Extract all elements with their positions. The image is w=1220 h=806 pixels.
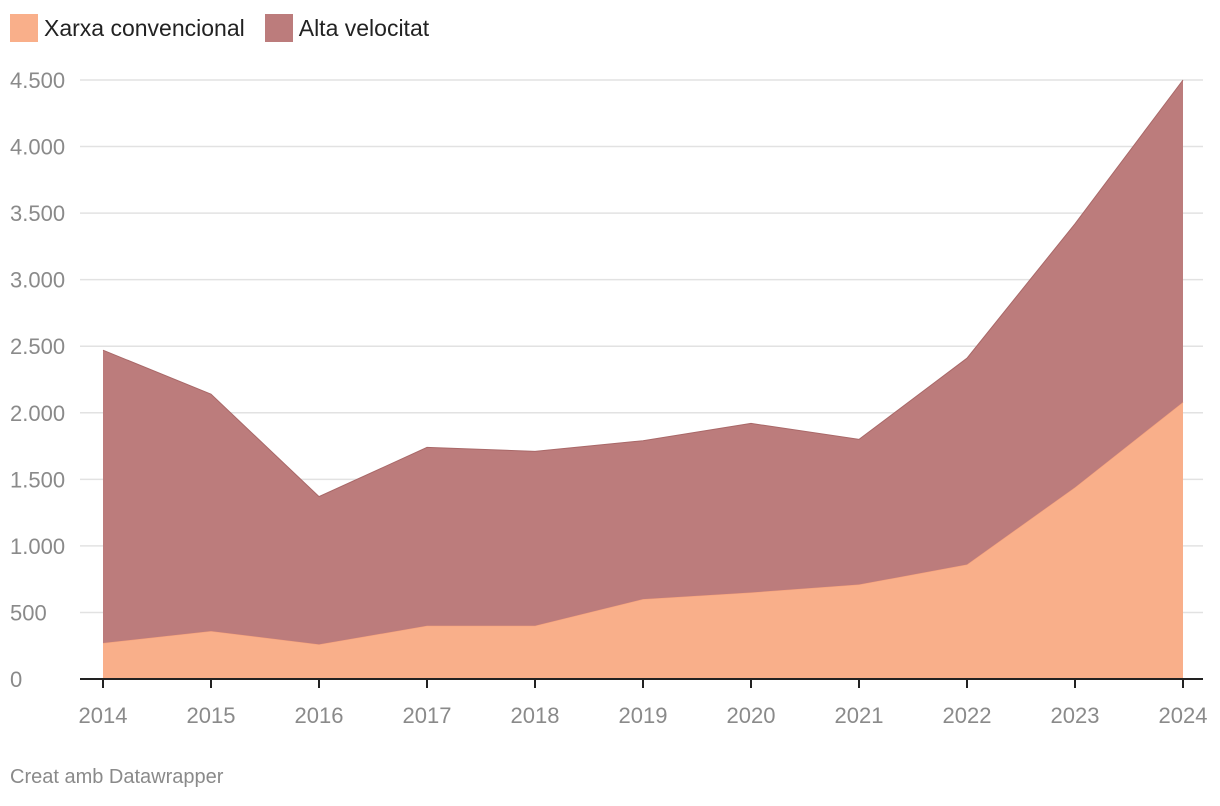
- legend-label-xarxa-convencional: Xarxa convencional: [44, 14, 245, 41]
- x-tick-label: 2014: [79, 703, 128, 728]
- x-tick-label: 2015: [187, 703, 236, 728]
- legend-item-alta-velocitat: Alta velocitat: [264, 14, 430, 42]
- y-tick-label: 1.000: [10, 534, 65, 559]
- x-tick-label: 2017: [403, 703, 452, 728]
- y-tick-label: 1.500: [10, 467, 65, 492]
- area-edge-alta-velocitat: [102, 79, 1184, 498]
- area-xarxa-convencional: [103, 402, 1183, 679]
- legend: Xarxa convencional Alta velocitat: [10, 12, 449, 44]
- legend-swatch-alta-velocitat: [264, 14, 293, 42]
- x-tick-label: 2021: [835, 703, 884, 728]
- y-tick-label: 2.000: [10, 401, 65, 426]
- x-tick-label: 2024: [1159, 703, 1208, 728]
- stacked-area-chart: 0 500 1.000 1.500 2.000 2.500 3.000 3.500 4.000 4…: [10, 68, 1208, 728]
- x-tick-label: 2018: [511, 703, 560, 728]
- y-tick-label: 3.500: [10, 201, 65, 226]
- footer-credit: Creat amb Datawrapper: [10, 766, 224, 788]
- y-tick-label: 4.000: [10, 135, 65, 160]
- y-tick-label: 4.500: [10, 68, 65, 93]
- area-alta-velocitat: [103, 80, 1183, 645]
- legend-swatch-xarxa-convencional: [10, 14, 38, 42]
- axes: [80, 678, 1203, 688]
- area-series: [102, 79, 1184, 679]
- y-axis-labels: 0 500 1.000 1.500 2.000 2.500 3.000 3.500 4.000 4…: [10, 68, 65, 692]
- x-tick-label: 2019: [619, 703, 668, 728]
- legend-label-alta-velocitat: Alta velocitat: [298, 14, 430, 41]
- y-tick-label: 500: [10, 600, 47, 625]
- y-tick-label: 2.500: [10, 334, 65, 359]
- x-tick-label: 2016: [295, 703, 344, 728]
- x-axis-labels: 2014 2015 2016 2017 2018 2019 2020 2021 2022 2023…: [79, 703, 1208, 728]
- x-tick-label: 2022: [943, 703, 992, 728]
- x-tick-label: 2023: [1051, 703, 1100, 728]
- legend-item-xarxa-convencional: Xarxa convencional: [10, 14, 245, 42]
- y-tick-label: 3.000: [10, 268, 65, 293]
- y-tick-label: 0: [10, 667, 22, 692]
- x-tick-label: 2020: [727, 703, 776, 728]
